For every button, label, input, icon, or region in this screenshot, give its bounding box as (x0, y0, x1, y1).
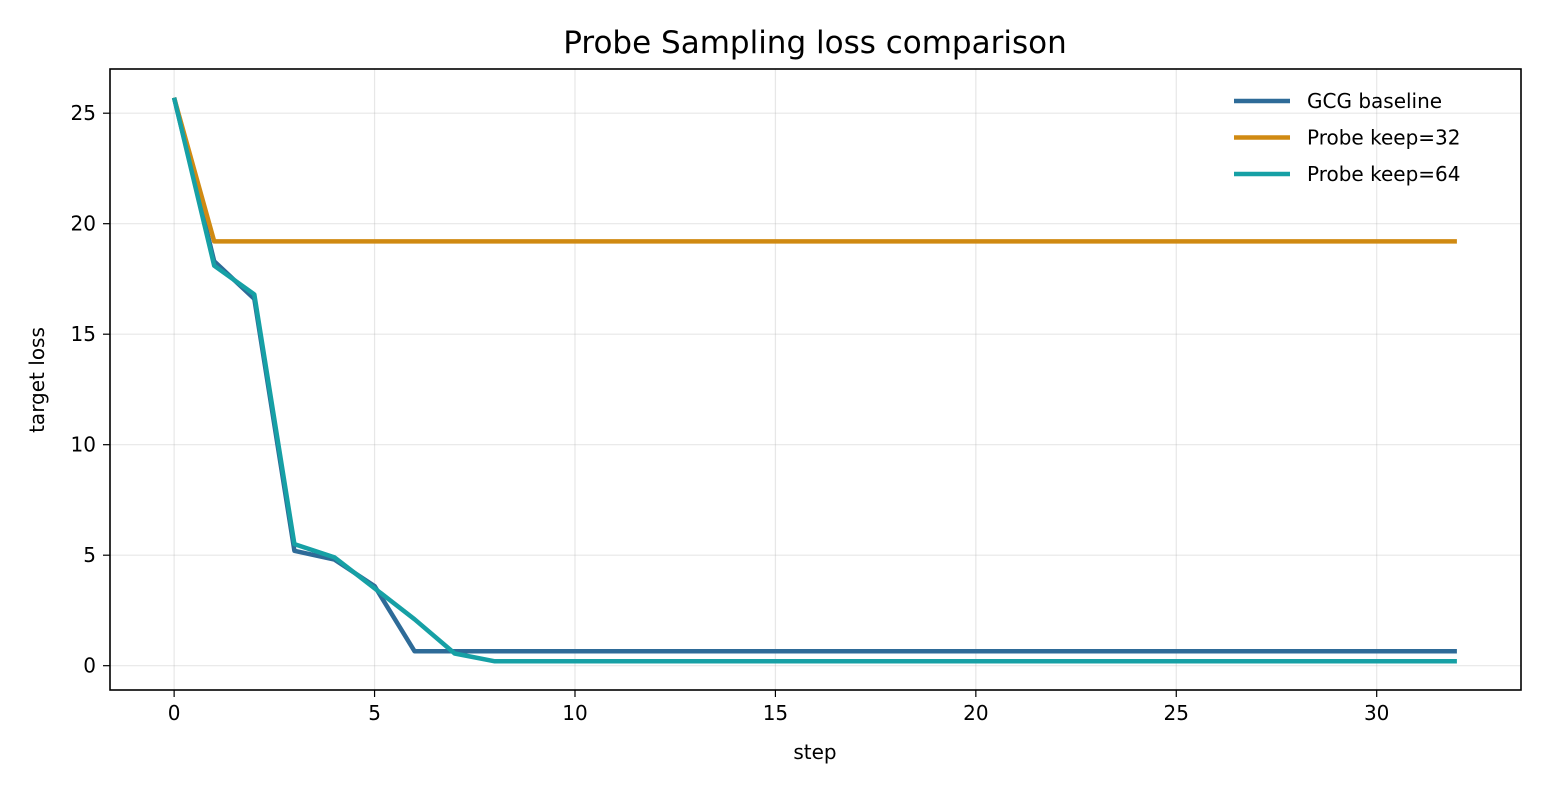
y-tick-label: 25 (71, 101, 96, 125)
legend-label-3: Probe keep=64 (1307, 162, 1460, 186)
grid (110, 69, 1521, 690)
x-tick-label: 20 (963, 701, 988, 725)
plot-frame (109, 68, 1522, 691)
y-axis-label: target loss (25, 327, 49, 433)
y-tick-label: 20 (71, 212, 96, 236)
x-tick-label: 5 (368, 701, 381, 725)
x-tick-label: 25 (1164, 701, 1189, 725)
x-tick-label: 15 (763, 701, 788, 725)
x-tick-label: 10 (562, 701, 587, 725)
chart-title: Probe Sampling loss comparison (563, 25, 1066, 61)
y-tick-label: 0 (83, 654, 96, 678)
x-axis-label: step (793, 740, 836, 764)
series-line-2 (171, 97, 1457, 244)
legend: GCG baseline Probe keep=32 Probe keep=64 (1234, 89, 1460, 186)
y-tick-label: 10 (71, 433, 96, 457)
y-axis: 0 5 10 15 20 25 (71, 101, 110, 678)
x-tick-label: 30 (1364, 701, 1389, 725)
series-layer (171, 97, 1457, 664)
series-line-3 (171, 97, 1457, 664)
legend-label-2: Probe keep=32 (1307, 126, 1460, 150)
y-tick-label: 15 (71, 322, 96, 346)
x-axis: 0 5 10 15 20 25 30 (168, 690, 1389, 725)
x-tick-label: 0 (168, 701, 181, 725)
legend-label-1: GCG baseline (1307, 89, 1442, 113)
y-tick-label: 5 (83, 543, 96, 567)
